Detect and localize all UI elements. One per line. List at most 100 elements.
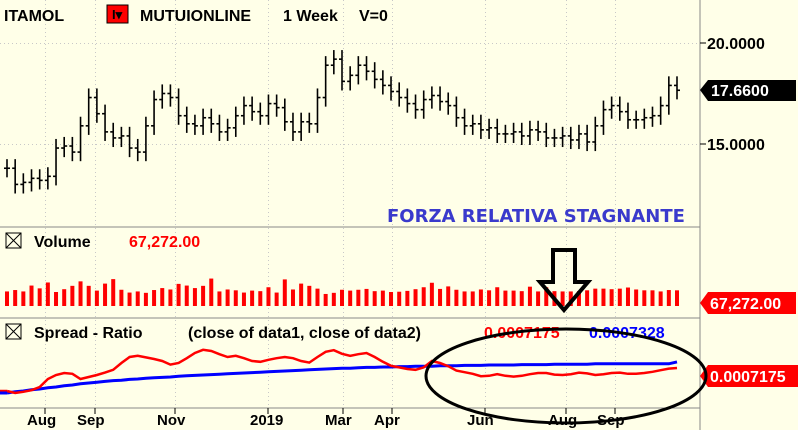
grid-dot: [488, 43, 489, 44]
grid-dot: [615, 352, 616, 353]
grid-dot: [615, 72, 616, 73]
grid-dot: [268, 212, 269, 213]
grid-dot: [175, 32, 176, 33]
grid-dot: [485, 276, 486, 277]
grid-dot: [45, 144, 46, 145]
grid-dot: [512, 144, 513, 145]
spread-panel-close-button[interactable]: [5, 323, 22, 340]
grid-dot: [448, 144, 449, 145]
grid-dot: [560, 144, 561, 145]
grid-dot: [72, 43, 73, 44]
price-bar: [322, 56, 329, 107]
price-bar: [118, 126, 125, 148]
grid-dot: [680, 144, 681, 145]
grid-dot: [343, 200, 344, 201]
grid-dot: [268, 316, 269, 317]
grid-dot: [485, 284, 486, 285]
grid-dot: [316, 43, 317, 44]
grid-dot: [620, 144, 621, 145]
grid-dot: [392, 112, 393, 113]
grid-dot: [343, 208, 344, 209]
grid-dot: [343, 312, 344, 313]
grid-dot: [45, 52, 46, 53]
grid-dot: [566, 32, 567, 33]
grid-dot: [28, 144, 29, 145]
grid-dot: [485, 304, 486, 305]
grid-dot: [180, 43, 181, 44]
grid-dot: [268, 220, 269, 221]
grid-dot: [343, 164, 344, 165]
grid-dot: [343, 64, 344, 65]
grid-dot: [568, 43, 569, 44]
grid-dot: [485, 212, 486, 213]
grid-dot: [95, 200, 96, 201]
grid-dot: [485, 28, 486, 29]
price-bar: [665, 76, 672, 115]
grid-dot: [485, 288, 486, 289]
grid-dot: [566, 88, 567, 89]
grid-dot: [343, 44, 344, 45]
grid-dot: [428, 43, 429, 44]
symbol-selector-button[interactable]: [106, 4, 129, 24]
grid-dot: [95, 392, 96, 393]
grid-dot: [566, 180, 567, 181]
grid-dot: [615, 224, 616, 225]
grid-dot: [392, 44, 393, 45]
grid-dot: [392, 160, 393, 161]
grid-dot: [64, 43, 65, 44]
grid-dot: [200, 144, 201, 145]
grid-dot: [566, 152, 567, 153]
grid-dot: [392, 256, 393, 257]
price-bar: [355, 56, 362, 85]
grid-dot: [615, 120, 616, 121]
grid-dot: [95, 208, 96, 209]
grid-dot: [45, 264, 46, 265]
grid-dot: [615, 140, 616, 141]
grid-dot: [566, 44, 567, 45]
volume-bar: [119, 289, 124, 306]
price-bar: [167, 84, 174, 107]
grid-dot: [544, 144, 545, 145]
grid-dot: [175, 308, 176, 309]
grid-dot: [45, 44, 46, 45]
grid-dot: [136, 144, 137, 145]
grid-dot: [175, 168, 176, 169]
price-bar: [559, 126, 566, 148]
grid-dot: [95, 72, 96, 73]
grid-dot: [112, 43, 113, 44]
grid-dot: [268, 200, 269, 201]
volume-panel-close-button[interactable]: [5, 232, 22, 249]
grid-dot: [95, 96, 96, 97]
last-spread-value: 0.0007175: [710, 369, 786, 386]
grid-dot: [45, 304, 46, 305]
grid-dot: [615, 96, 616, 97]
price-bar: [624, 102, 631, 129]
grid-dot: [175, 224, 176, 225]
price-bar: [535, 120, 542, 141]
grid-dot: [484, 43, 485, 44]
grid-dot: [432, 43, 433, 44]
grid-dot: [392, 268, 393, 269]
grid-dot: [615, 152, 616, 153]
volume-bar: [372, 291, 377, 306]
grid-dot: [175, 284, 176, 285]
grid-dot: [164, 43, 165, 44]
grid-dot: [175, 324, 176, 325]
grid-dot: [392, 144, 393, 145]
grid-dot: [343, 0, 344, 1]
volume-bar: [397, 291, 402, 306]
grid-dot: [268, 256, 269, 257]
volume-bar: [658, 291, 663, 306]
grid-dot: [485, 144, 486, 145]
grid-dot: [615, 296, 616, 297]
volume-bar: [274, 292, 279, 306]
grid-dot: [268, 216, 269, 217]
grid-dot: [95, 228, 96, 229]
grid-dot: [620, 43, 621, 44]
grid-dot: [432, 144, 433, 145]
grid-dot: [580, 43, 581, 44]
grid-dot: [95, 204, 96, 205]
grid-dot: [392, 204, 393, 205]
grid-dot: [184, 144, 185, 145]
grid-dot: [45, 68, 46, 69]
